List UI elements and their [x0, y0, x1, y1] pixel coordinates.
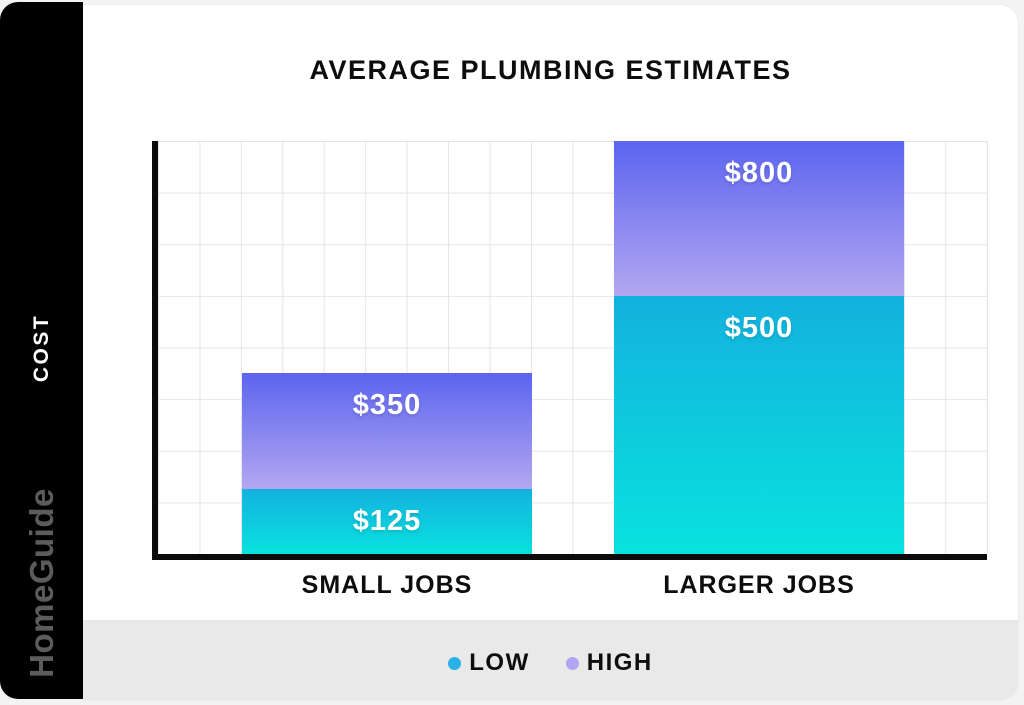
plot-area: $350 $125 $800 $500 SMALL JOBS LARGER JO… [152, 141, 988, 599]
bar-small-jobs: $350 $125 [242, 141, 532, 554]
legend-dot-low-icon [448, 656, 462, 670]
homeguide-logo: HomeGuide [22, 488, 60, 678]
bar-segment-low: $500 [614, 295, 904, 554]
legend-item-low: LOW [448, 649, 529, 677]
bar-larger-jobs: $800 $500 [614, 141, 904, 554]
y-axis-title: COST [29, 313, 53, 383]
bar-segment-low: $125 [242, 489, 532, 554]
bar-segment-high: $800 [614, 141, 904, 296]
legend-dot-high-icon [565, 656, 579, 670]
x-axis-category-larger-jobs: LARGER JOBS [663, 571, 855, 599]
legend-label-low: LOW [469, 649, 530, 676]
value-label-low: $125 [352, 505, 422, 538]
value-label-high: $800 [724, 157, 794, 189]
x-axis-category-small-jobs: SMALL JOBS [301, 571, 473, 599]
legend-item-high: HIGH [565, 649, 653, 677]
x-axis-line [152, 554, 987, 560]
chart-title: AVERAGE PLUMBING ESTIMATES [309, 55, 792, 85]
bar-segment-high: $350 [242, 373, 532, 490]
value-label-high: $350 [352, 389, 422, 422]
sidebar: COST HomeGuide [0, 2, 83, 699]
legend: LOW HIGH [448, 649, 652, 677]
legend-footer: LOW HIGH [83, 620, 1018, 700]
y-axis-line [152, 141, 158, 560]
legend-label-high: HIGH [586, 649, 653, 676]
chart-card: AVERAGE PLUMBING ESTIMATES $350 $125 $80… [83, 5, 1018, 700]
value-label-low: $500 [724, 311, 794, 344]
